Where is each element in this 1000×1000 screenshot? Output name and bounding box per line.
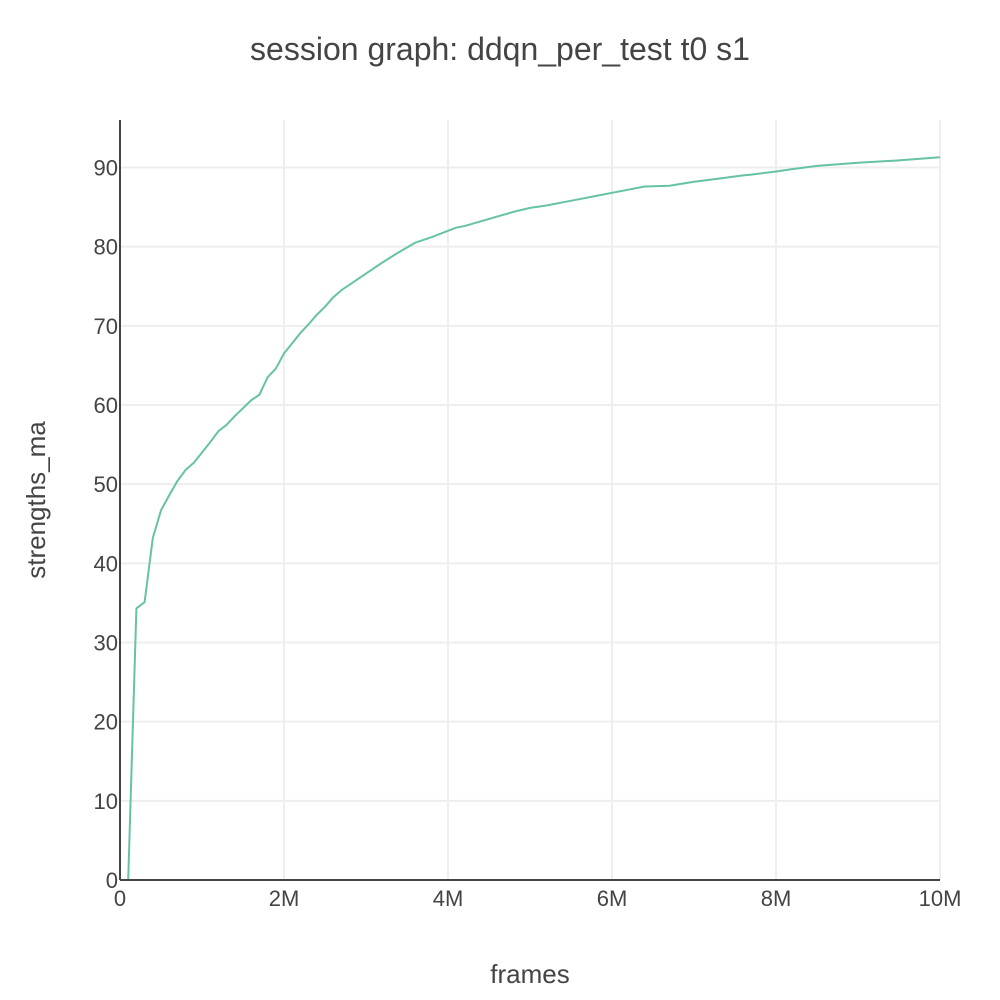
x-tick-label: 8M [761,886,792,911]
x-tick-label: 4M [433,886,464,911]
chart-title: session graph: ddqn_per_test t0 s1 [250,31,750,67]
y-tick-label: 80 [94,235,118,260]
y-tick-label: 90 [94,156,118,181]
y-tick-label: 60 [94,393,118,418]
x-tick-label: 10M [919,886,962,911]
series-line-strengths_ma [127,156,941,881]
axes [119,120,940,881]
x-tick-label: 2M [269,886,300,911]
y-tick-label: 30 [94,631,118,656]
series-layer [127,156,941,881]
y-axis-title: strengths_ma [21,421,51,579]
y-tick-label: 70 [94,314,118,339]
x-tick-label: 0 [114,886,126,911]
y-tick-label: 10 [94,789,118,814]
y-tick-label: 50 [94,472,118,497]
y-tick-label: 20 [94,710,118,735]
grid-lines [120,120,941,880]
x-axis-title: frames [490,959,569,989]
x-tick-label: 6M [597,886,628,911]
x-tick-labels: 0 2M 4M 6M 8M 10M [114,886,962,911]
y-tick-label: 40 [94,551,118,576]
y-tick-label: 0 [106,868,118,893]
y-tick-labels: 0 10 20 30 40 50 60 70 80 90 [94,156,118,894]
